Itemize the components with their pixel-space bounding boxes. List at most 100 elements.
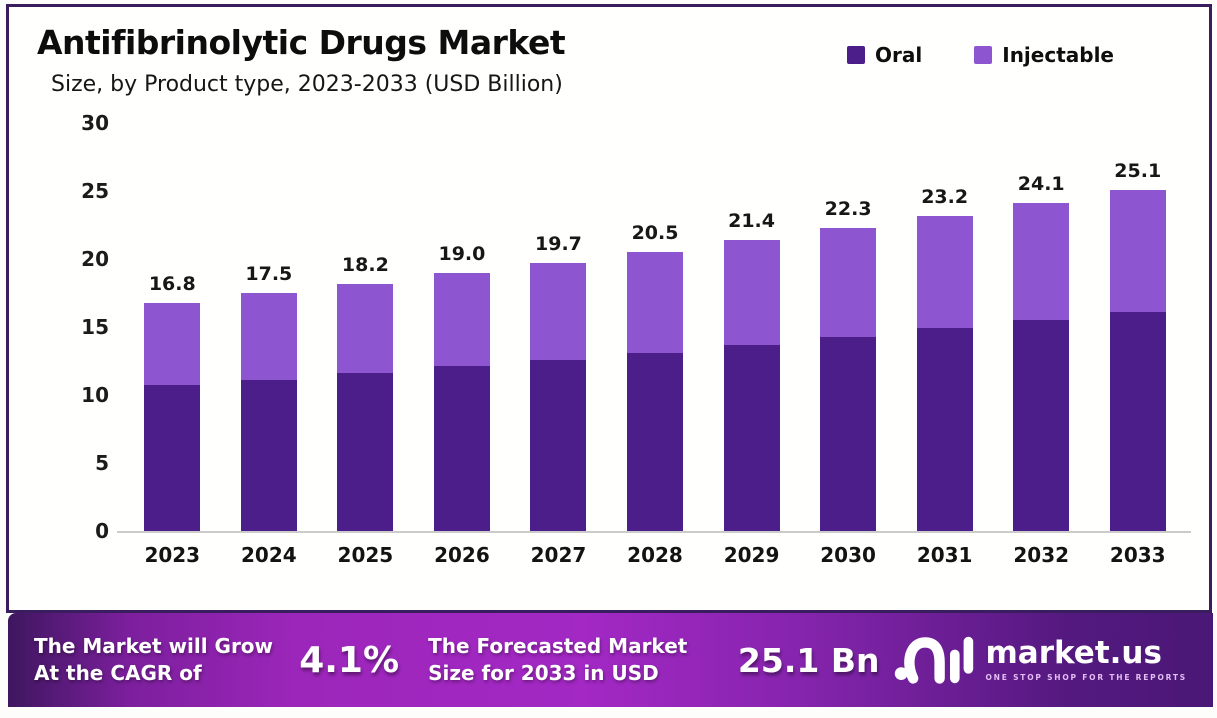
y-tick-25: 25 — [81, 179, 109, 203]
bar-segment-injectable-2028 — [627, 252, 683, 353]
injectable-swatch-icon — [974, 46, 993, 64]
bar-segment-oral-2031 — [916, 328, 973, 531]
bar-total-label-2033: 25.1 — [1114, 159, 1162, 182]
bar-group-2029: 21.4 2029 — [703, 111, 800, 567]
bar-segment-oral-2027 — [530, 359, 587, 531]
bar-segment-oral-2030 — [820, 336, 877, 531]
bar-group-2033: 25.1 2033 — [1089, 111, 1186, 567]
x-axis-label-2024: 2024 — [240, 543, 297, 567]
x-axis-label-2033: 2033 — [1109, 543, 1166, 567]
bar-stack-2029 — [723, 239, 780, 531]
bar-segment-oral-2025 — [337, 373, 394, 531]
bar-segment-oral-2028 — [627, 352, 683, 531]
chart-legend: Oral Injectable — [847, 43, 1114, 67]
y-tick-15: 15 — [81, 315, 109, 339]
legend-item-oral: Oral — [847, 43, 922, 67]
bar-segment-injectable-2032 — [1013, 203, 1070, 321]
market-us-logo: market.us ONE STOP SHOP FOR THE REPORTS — [894, 632, 1188, 688]
bar-group-2025: 18.2 2025 — [317, 111, 414, 567]
legend-item-injectable: Injectable — [974, 43, 1114, 67]
bar-group-2032: 24.1 2032 — [993, 111, 1090, 567]
bar-group-2023: 16.8 2023 — [124, 111, 221, 567]
bar-total-label-2032: 24.1 — [1017, 173, 1065, 196]
forecast-caption-line1: The Forecasted Market — [428, 634, 688, 658]
x-axis-label-2028: 2028 — [627, 543, 683, 567]
y-tick-20: 20 — [81, 247, 109, 271]
bar-stack-2031 — [916, 215, 973, 531]
chart-panel: Antifibrinolytic Drugs Market Size, by P… — [6, 4, 1212, 613]
chart-subtitle: Size, by Product type, 2023-2033 (USD Bi… — [51, 72, 563, 97]
x-axis-label-2023: 2023 — [144, 543, 201, 567]
cagr-caption: The Market will Grow At the CAGR of — [34, 633, 282, 687]
bar-group-2027: 19.7 2027 — [510, 111, 607, 567]
bar-segment-injectable-2033 — [1109, 189, 1166, 313]
x-axis-label-2029: 2029 — [723, 543, 780, 567]
forecast-value: 25.1 Bn — [737, 640, 880, 680]
x-axis-label-2031: 2031 — [916, 543, 973, 567]
bar-total-label-2023: 16.8 — [148, 272, 196, 295]
bar-total-label-2027: 19.7 — [535, 233, 582, 256]
bar-total-label-2031: 23.2 — [921, 185, 969, 208]
bar-segment-injectable-2025 — [337, 283, 394, 374]
bar-segment-oral-2029 — [723, 344, 780, 531]
bar-segment-injectable-2026 — [433, 272, 490, 367]
cagr-caption-line1: The Market will Grow — [34, 634, 274, 658]
x-axis-label-2027: 2027 — [530, 543, 587, 567]
x-axis-label-2025: 2025 — [337, 543, 394, 567]
plot-area: 16.8 2023 17.5 2024 18.2 2025 19.0 2026 19.7 2027… — [124, 111, 1186, 567]
bar-total-label-2025: 18.2 — [341, 253, 389, 276]
y-tick-5: 5 — [95, 451, 109, 475]
bar-segment-oral-2023 — [144, 385, 201, 531]
bar-segment-injectable-2030 — [820, 227, 877, 337]
y-tick-0: 0 — [95, 519, 109, 543]
bar-segment-oral-2024 — [240, 380, 297, 531]
bar-segment-injectable-2027 — [530, 263, 587, 360]
bar-group-2030: 22.3 2030 — [800, 111, 897, 567]
x-axis-baseline — [117, 531, 1191, 533]
legend-label-injectable: Injectable — [1002, 43, 1114, 67]
bar-stack-2030 — [820, 227, 877, 531]
legend-label-oral: Oral — [875, 43, 923, 67]
bar-stack-2027 — [530, 263, 587, 531]
forecast-caption: The Forecasted Market Size for 2033 in U… — [428, 633, 696, 687]
chart-title: Antifibrinolytic Drugs Market — [37, 23, 566, 62]
logo-name: market.us — [985, 635, 1162, 671]
bar-total-label-2029: 21.4 — [728, 209, 775, 232]
bar-segment-oral-2033 — [1109, 312, 1166, 531]
logo-tagline: ONE STOP SHOP FOR THE REPORTS — [985, 673, 1187, 682]
bar-segment-injectable-2023 — [144, 302, 201, 386]
bar-total-label-2030: 22.3 — [824, 197, 872, 220]
bar-stack-2028 — [627, 252, 683, 531]
bar-stack-2033 — [1109, 189, 1166, 531]
bottom-banner: The Market will Grow At the CAGR of 4.1%… — [8, 613, 1213, 707]
bar-segment-injectable-2029 — [723, 239, 780, 345]
chart-region: 0 5 10 15 20 25 30 16.8 2023 17.5 2024 18.2 2025 19.… — [39, 111, 1191, 573]
forecast-caption-line2: Size for 2033 in USD — [428, 661, 659, 685]
market-us-logo-mark — [894, 636, 973, 684]
cagr-caption-line2: At the CAGR of — [34, 661, 202, 685]
bar-group-2026: 19.0 2026 — [414, 111, 511, 567]
bar-group-2031: 23.2 2031 — [896, 111, 993, 567]
y-axis: 0 5 10 15 20 25 30 — [39, 111, 109, 542]
bar-stack-2024 — [240, 293, 297, 531]
bar-stack-2023 — [144, 302, 201, 531]
bar-segment-oral-2032 — [1013, 320, 1070, 531]
bar-total-label-2028: 20.5 — [631, 222, 679, 245]
bar-stack-2025 — [337, 283, 394, 531]
bar-group-2028: 20.5 2028 — [607, 111, 704, 567]
y-tick-30: 30 — [81, 111, 109, 135]
x-axis-label-2032: 2032 — [1013, 543, 1070, 567]
bar-total-label-2024: 17.5 — [245, 263, 293, 286]
x-axis-label-2026: 2026 — [434, 543, 490, 567]
bar-segment-injectable-2031 — [916, 215, 973, 329]
bar-stack-2032 — [1013, 203, 1070, 531]
bar-segment-oral-2026 — [433, 366, 490, 531]
bar-stack-2026 — [433, 272, 490, 531]
bar-total-label-2026: 19.0 — [438, 242, 486, 265]
bar-segment-injectable-2024 — [240, 293, 297, 381]
x-axis-label-2030: 2030 — [820, 543, 876, 567]
bar-group-2024: 17.5 2024 — [221, 111, 318, 567]
y-tick-10: 10 — [81, 383, 109, 407]
logo-text-block: market.us ONE STOP SHOP FOR THE REPORTS — [985, 635, 1188, 683]
cagr-value: 4.1% — [299, 639, 400, 681]
